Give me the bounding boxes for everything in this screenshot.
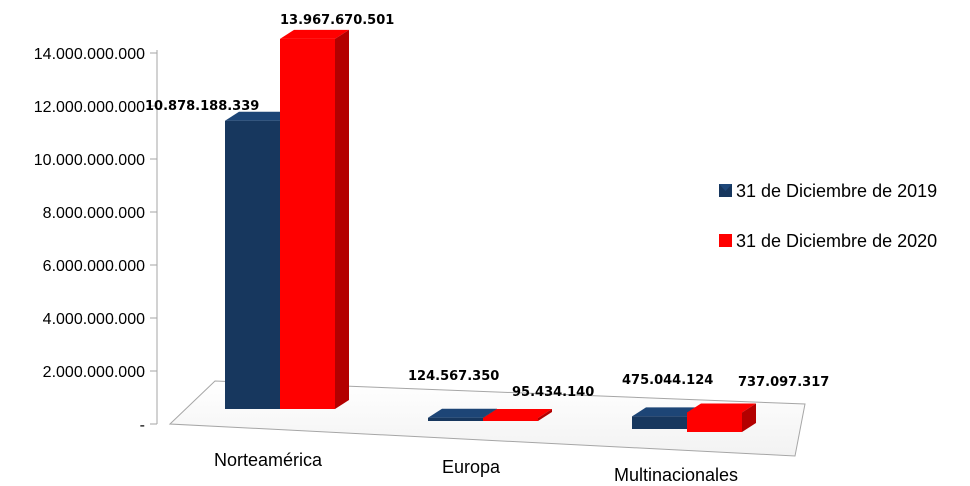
bar-top-face [632, 407, 701, 417]
bar-front-face [428, 417, 483, 421]
bar-top-face [280, 29, 349, 39]
data-label: 737.097.317 [738, 375, 829, 390]
bar-side-face [538, 409, 552, 421]
bar-side-face [742, 403, 756, 432]
bar-front-face [483, 418, 538, 421]
y-tick-label: 10.000.000.000 [34, 152, 145, 169]
y-tick-label: 14.000.000.000 [34, 46, 145, 63]
bars [225, 29, 756, 432]
data-label: 13.967.670.501 [280, 13, 394, 28]
category-labels: Norteamérica Europa Multinacionales [214, 450, 738, 485]
legend-item: 31 de Diciembre de 2019 [719, 181, 937, 201]
bar [483, 409, 552, 421]
data-label: 475.044.124 [622, 373, 713, 388]
bar-front-face [280, 38, 335, 410]
y-tick-label: 4.000.000.000 [43, 311, 145, 328]
bar-top-face [225, 111, 294, 121]
legend: 31 de Diciembre de 2019 31 de Diciembre d… [719, 181, 937, 251]
category-label: Europa [442, 457, 501, 477]
bar-side-face [335, 29, 349, 410]
legend-swatch-highlight [719, 184, 732, 191]
y-tick-label: 12.000.000.000 [34, 99, 145, 116]
bar-top-face [483, 409, 552, 418]
bar-front-face [632, 416, 687, 429]
legend-label: 31 de Diciembre de 2020 [736, 231, 937, 251]
bar [280, 29, 349, 410]
bar [687, 403, 756, 432]
bar-front-face [225, 120, 280, 409]
data-labels: 10.878.188.339 124.567.350 475.044.124 13.9… [145, 13, 829, 400]
data-label: 95.434.140 [512, 385, 594, 400]
data-label: 10.878.188.339 [145, 99, 259, 114]
legend-item: 31 de Diciembre de 2020 [719, 231, 937, 251]
bar-front-face [687, 412, 742, 432]
y-axis-ticks: - 2.000.000.000 4.000.000.000 6.000.000.000… [34, 46, 157, 434]
legend-swatch-highlight [719, 234, 732, 241]
y-tick-label: 6.000.000.000 [43, 258, 145, 275]
y-tick-label: - [140, 417, 145, 434]
bar-top-face [687, 403, 756, 413]
data-label: 124.567.350 [408, 369, 499, 384]
legend-label: 31 de Diciembre de 2019 [736, 181, 937, 201]
y-tick-label: 2.000.000.000 [43, 364, 145, 381]
category-label: Multinacionales [614, 465, 738, 485]
bar-top-face [428, 408, 497, 418]
category-label: Norteamérica [214, 450, 323, 470]
y-tick-label: 8.000.000.000 [43, 205, 145, 222]
